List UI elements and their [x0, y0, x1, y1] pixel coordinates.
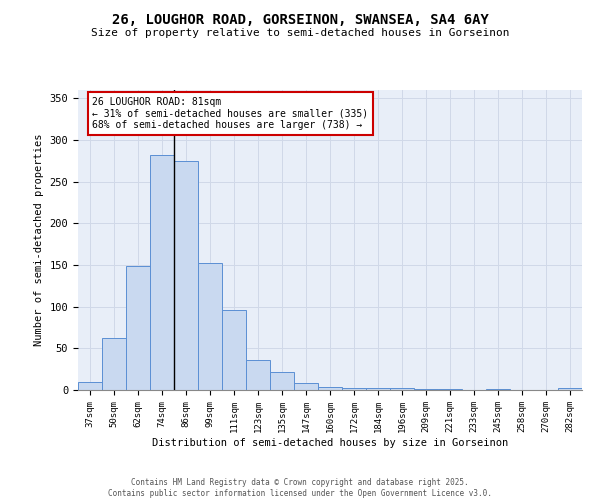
Bar — [222, 310, 246, 390]
Bar — [342, 388, 366, 390]
Bar — [318, 386, 342, 390]
Y-axis label: Number of semi-detached properties: Number of semi-detached properties — [34, 134, 44, 346]
Text: 26, LOUGHOR ROAD, GORSEINON, SWANSEA, SA4 6AY: 26, LOUGHOR ROAD, GORSEINON, SWANSEA, SA… — [112, 12, 488, 26]
Bar — [390, 388, 414, 390]
Text: Contains HM Land Registry data © Crown copyright and database right 2025.
Contai: Contains HM Land Registry data © Crown c… — [108, 478, 492, 498]
Bar — [102, 338, 126, 390]
X-axis label: Distribution of semi-detached houses by size in Gorseinon: Distribution of semi-detached houses by … — [152, 438, 508, 448]
Bar — [558, 388, 582, 390]
Bar — [174, 161, 198, 390]
Text: Size of property relative to semi-detached houses in Gorseinon: Size of property relative to semi-detach… — [91, 28, 509, 38]
Bar — [438, 389, 462, 390]
Bar — [366, 388, 390, 390]
Bar — [246, 360, 270, 390]
Bar — [486, 389, 510, 390]
Bar — [270, 372, 294, 390]
Bar — [150, 155, 174, 390]
Bar — [294, 384, 318, 390]
Bar — [78, 382, 102, 390]
Bar — [198, 264, 222, 390]
Bar — [414, 389, 438, 390]
Text: 26 LOUGHOR ROAD: 81sqm
← 31% of semi-detached houses are smaller (335)
68% of se: 26 LOUGHOR ROAD: 81sqm ← 31% of semi-det… — [92, 96, 368, 130]
Bar — [126, 266, 150, 390]
